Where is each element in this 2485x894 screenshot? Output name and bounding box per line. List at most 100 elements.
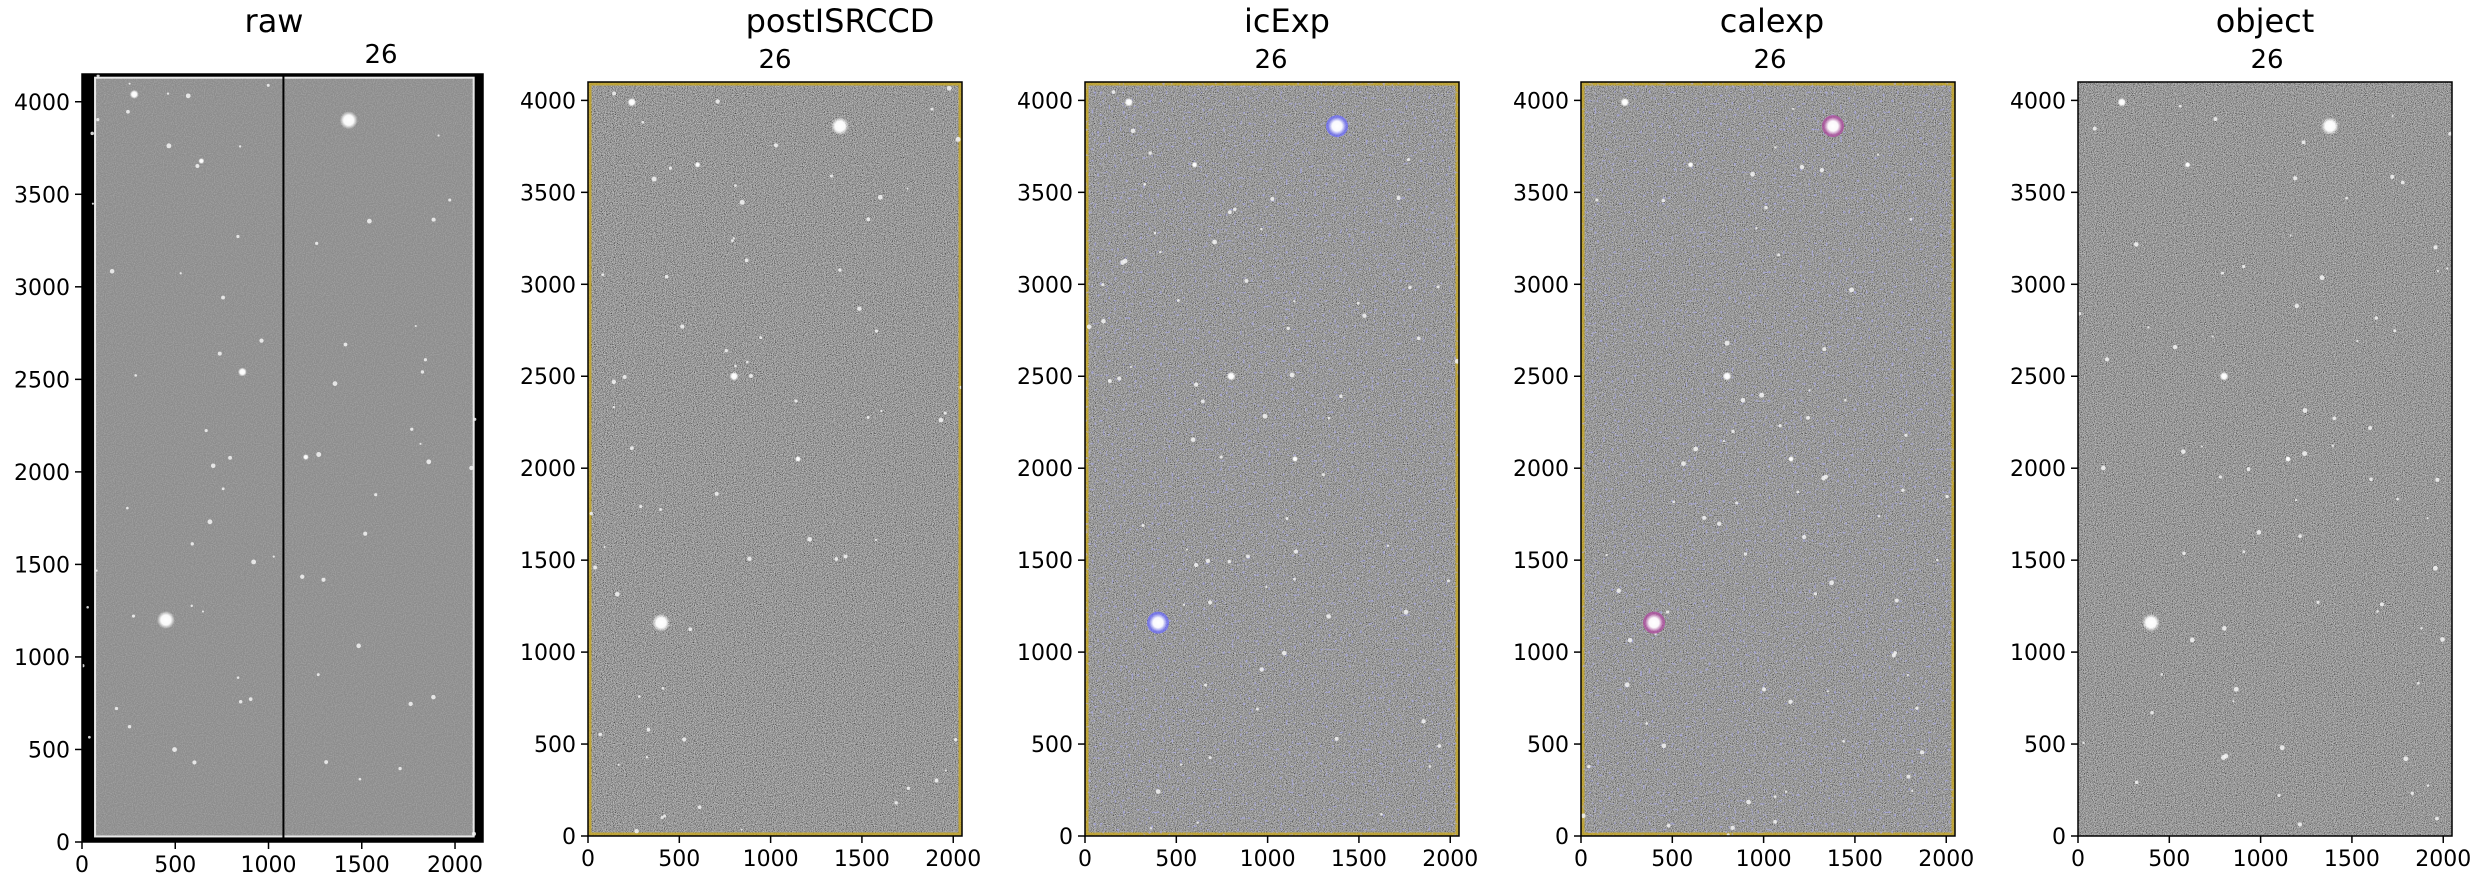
faint-source [2390, 174, 2395, 179]
faint-source [603, 545, 606, 549]
faint-source [1587, 764, 1591, 769]
faint-source [1155, 789, 1161, 794]
faint-source [2332, 416, 2337, 421]
faint-source [1321, 473, 1325, 477]
star [1687, 161, 1694, 168]
star [1824, 117, 1843, 136]
faint-source [1693, 446, 1699, 452]
star [694, 161, 701, 168]
faint-source [251, 559, 257, 565]
y-tick-label: 3500 [14, 183, 70, 208]
faint-source [272, 555, 275, 558]
x-tick-label: 500 [154, 853, 196, 878]
faint-source [2391, 114, 2394, 118]
star [1620, 97, 1630, 107]
faint-source [1339, 394, 1343, 399]
faint-source [1645, 722, 1648, 725]
faint-source [238, 700, 243, 704]
faint-source [1788, 699, 1793, 704]
faint-source [1681, 461, 1686, 467]
panel-title: icExp [1244, 2, 1330, 40]
faint-source [1111, 90, 1116, 94]
faint-source [2213, 117, 2218, 122]
y-tick-label: 500 [1527, 733, 1569, 758]
faint-source [1661, 198, 1666, 203]
faint-source [1746, 799, 1751, 805]
y-tick-label: 2000 [520, 457, 576, 482]
faint-source [1416, 336, 1421, 341]
faint-source [1326, 614, 1332, 619]
faint-source [166, 143, 172, 149]
faint-source [2379, 602, 2384, 607]
faint-source [96, 74, 100, 78]
faint-source [593, 565, 598, 570]
faint-source [1813, 592, 1818, 596]
faint-source [934, 778, 939, 783]
faint-source [1281, 650, 1287, 656]
y-tick-label: 0 [1059, 825, 1073, 850]
faint-source [1208, 756, 1212, 760]
faint-source [431, 217, 436, 222]
faint-source [2374, 316, 2379, 320]
faint-source [437, 134, 440, 137]
faint-source [1203, 683, 1208, 687]
y-tick-label: 2500 [520, 365, 576, 390]
faint-source [2134, 780, 2139, 785]
faint-source [2178, 104, 2182, 108]
faint-source [221, 487, 225, 491]
y-tick-label: 3500 [2010, 181, 2066, 206]
faint-source [682, 737, 687, 742]
faint-source [374, 493, 378, 497]
faint-source [2426, 784, 2430, 787]
faint-source [2302, 408, 2308, 413]
faint-source [2277, 793, 2281, 797]
faint-source [1129, 366, 1132, 369]
faint-source [1822, 347, 1827, 352]
star [652, 613, 671, 632]
faint-source [448, 198, 452, 202]
y-tick-label: 0 [562, 825, 576, 850]
faint-source [2448, 131, 2452, 136]
faint-source [838, 268, 842, 272]
faint-source [1205, 558, 1211, 564]
ccd-label: 26 [1254, 45, 1287, 75]
faint-source [2082, 741, 2085, 745]
faint-source [1190, 437, 1196, 442]
faint-source [1149, 827, 1153, 830]
faint-source [1196, 821, 1199, 824]
faint-source [1244, 278, 1249, 283]
faint-source [1362, 313, 1367, 318]
faint-source [734, 364, 737, 368]
panel-calexp: calexp 26 0 500 1000 1500 2000 0 500 1000 1500 2000… [1513, 2, 1974, 872]
detection-mask [1085, 82, 1459, 836]
faint-source [398, 766, 402, 771]
faint-source [877, 194, 883, 200]
faint-source [1107, 379, 1112, 384]
y-tick-label: 3500 [1513, 181, 1569, 206]
y-tick-label: 500 [28, 738, 70, 763]
faint-source [1730, 825, 1735, 830]
star [2117, 97, 2127, 107]
faint-source [1289, 372, 1295, 378]
faint-source [1380, 813, 1383, 816]
star [2142, 613, 2161, 632]
faint-source [1796, 490, 1800, 494]
faint-source [2319, 275, 2325, 281]
faint-source [2426, 517, 2429, 520]
faint-source [2256, 530, 2262, 535]
image-background [2078, 82, 2452, 836]
faint-source [724, 349, 728, 353]
faint-source [1403, 609, 1409, 615]
panel-title: calexp [1720, 2, 1824, 40]
faint-source [1893, 651, 1898, 655]
faint-source [1219, 455, 1223, 459]
faint-source [2180, 449, 2186, 454]
faint-source [1906, 673, 1909, 677]
faint-source [749, 374, 753, 378]
faint-source [1799, 164, 1805, 170]
x-tick-label: 1500 [1827, 847, 1883, 872]
x-tick-label: 1000 [743, 847, 799, 872]
faint-source [2435, 816, 2439, 821]
faint-source [1386, 544, 1390, 547]
faint-source [1270, 196, 1275, 202]
